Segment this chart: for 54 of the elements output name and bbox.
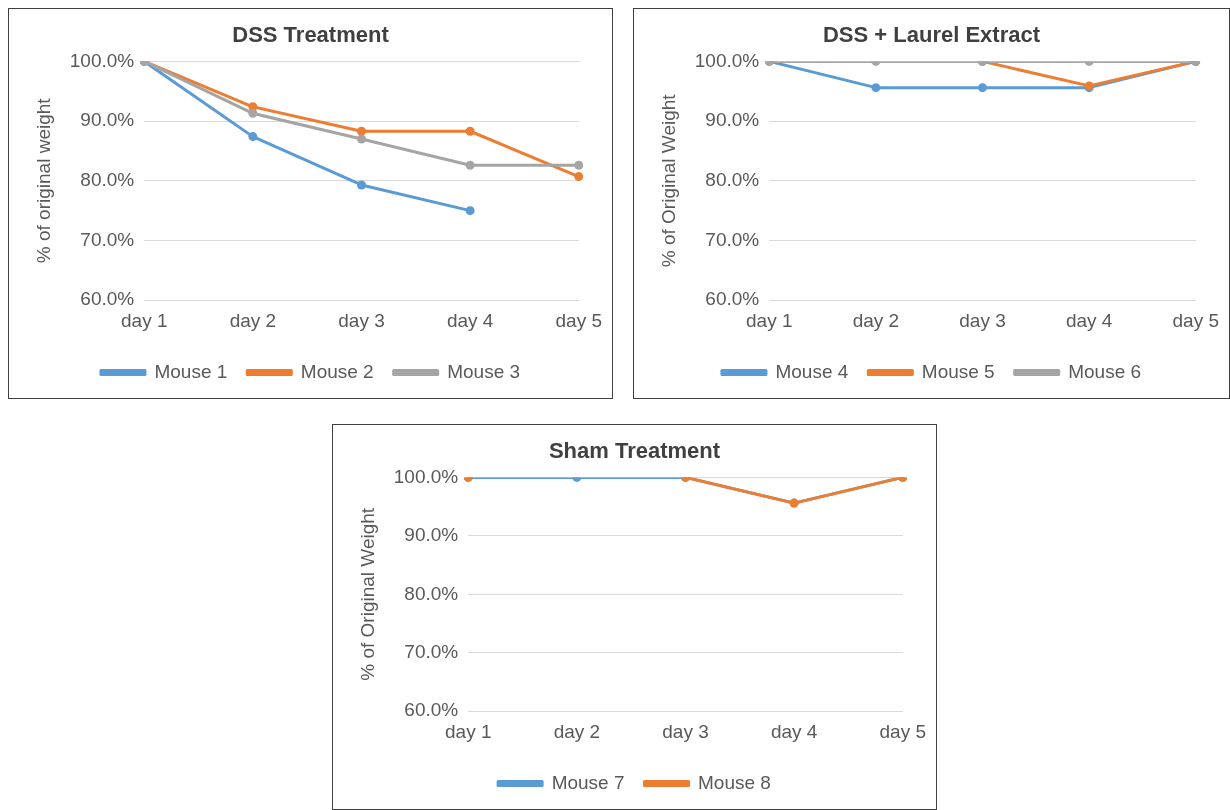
legend-label: Mouse 4 [775, 360, 849, 382]
legend-label: Mouse 7 [551, 771, 625, 793]
legend-label: Mouse 1 [154, 360, 228, 382]
y-axis-title: % of original weight [32, 97, 54, 264]
point [248, 132, 258, 142]
legend-label: Mouse 5 [921, 360, 995, 382]
legend-label: Mouse 6 [1068, 360, 1142, 382]
y-axis-title: % of Original Weight [356, 507, 378, 681]
point [465, 160, 475, 170]
x-tick-label: day 2 [229, 309, 277, 331]
x-tick-label: day 2 [852, 309, 900, 331]
x-tick-label: day 4 [1065, 309, 1113, 331]
point [465, 126, 475, 136]
y-tick-label: 90.0% [80, 109, 135, 131]
y-tick-label: 100.0% [69, 49, 135, 71]
x-tick-label: day 5 [879, 720, 926, 742]
y-axis-title: % of Original Weight [657, 93, 679, 268]
x-tick-label: day 1 [121, 309, 168, 331]
point [574, 172, 584, 182]
x-tick-label: day 3 [959, 309, 1006, 331]
point [357, 126, 366, 136]
x-tick-label: day 3 [662, 720, 709, 742]
y-tick-label: 60.0% [705, 288, 760, 310]
x-tick-label: day 1 [746, 309, 793, 331]
y-tick-label: 70.0% [404, 640, 459, 662]
x-tick-label: day 4 [446, 309, 494, 331]
y-tick-label: 80.0% [80, 169, 135, 191]
point [465, 206, 475, 216]
x-tick-label: day 1 [445, 720, 492, 742]
legend-label: Mouse 8 [698, 771, 771, 793]
y-tick-label: 70.0% [80, 228, 135, 250]
point [357, 180, 366, 190]
y-tick-label: 60.0% [80, 288, 135, 310]
y-tick-label: 100.0% [393, 465, 459, 487]
y-tick-label: 60.0% [404, 699, 459, 721]
y-tick-label: 90.0% [705, 109, 760, 131]
y-tick-label: 80.0% [705, 169, 760, 191]
chart-title: DSS + Laurel Extract [822, 22, 1041, 48]
point [574, 160, 584, 170]
point [357, 134, 366, 144]
y-tick-label: 80.0% [404, 582, 459, 604]
y-tick-label: 90.0% [404, 524, 459, 546]
x-tick-label: day 4 [770, 720, 818, 742]
y-tick-label: 70.0% [705, 228, 760, 250]
y-tick-label: 100.0% [694, 49, 760, 71]
chart-title: Sham Treatment [548, 438, 721, 464]
chart-title: DSS Treatment [232, 22, 390, 48]
legend-label: Mouse 3 [447, 360, 521, 382]
x-tick-label: day 5 [555, 309, 602, 331]
x-tick-label: day 5 [1172, 309, 1219, 331]
x-tick-label: day 2 [553, 720, 601, 742]
x-tick-label: day 3 [338, 309, 385, 331]
legend-label: Mouse 2 [300, 360, 374, 382]
point [248, 108, 258, 118]
